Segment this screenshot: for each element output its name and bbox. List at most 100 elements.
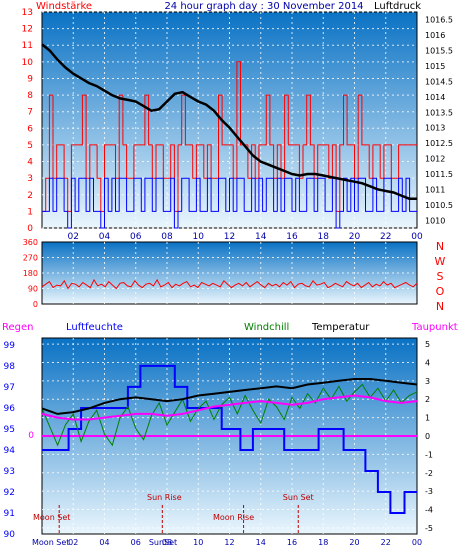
pressure-tick-10: 1015: [425, 62, 445, 71]
time-bottom-tick-20: 20: [349, 538, 359, 547]
wind-direction-axis: 360 270 180 90 0: [23, 238, 38, 309]
windchill-series: [41, 383, 418, 447]
wind-direction-line: [41, 278, 418, 290]
moon-set-label: Moon Set: [33, 513, 70, 522]
compass-label-1: W: [435, 255, 446, 268]
direction-tick-270: 270: [23, 254, 38, 263]
pressure-tick-5: 1012.5: [425, 139, 453, 148]
temperature-tick--1: -1: [425, 450, 433, 459]
pressure-tick-6: 1013: [425, 124, 445, 133]
pressure-tick-4: 1012: [425, 155, 445, 164]
temperature-tick-1: 1: [425, 414, 430, 423]
pressure-axis: 1010 1010.5 1011 1011.5 1012 1012.5 1013 1013.5…: [425, 16, 453, 226]
compass-label-3: O: [436, 285, 445, 298]
pressure-tick-9: 1014.5: [425, 77, 453, 86]
rain-label: Regen: [2, 322, 34, 333]
windchill-label: Windchill: [244, 322, 289, 333]
pressure-tick-2: 1011: [425, 185, 445, 194]
temperature-line: [41, 378, 418, 415]
time-bottom-tick-08: 08: [162, 538, 172, 547]
temperature-label: Temperatur: [311, 322, 370, 333]
wind-speed-tick-0: 0: [27, 224, 33, 234]
wind-speed-tick-13: 13: [22, 8, 33, 18]
pressure-series: [41, 43, 417, 200]
temperature-tick--3: -3: [425, 487, 433, 496]
time-top-tick-08: 08: [161, 232, 173, 242]
time-top-tick-12: 12: [224, 232, 235, 242]
temperature-tick-0: 0: [425, 432, 430, 441]
compass-label-0: N: [436, 240, 444, 253]
dewpoint-label: Taupunkt: [411, 322, 458, 333]
time-bottom-tick-06: 06: [131, 538, 141, 547]
pressure-tick-3: 1011.5: [425, 170, 453, 179]
rain-value: 0: [28, 431, 34, 441]
temperature-tick-5: 5: [425, 340, 430, 349]
direction-tick-180: 180: [23, 269, 38, 278]
moon-set-axis-label: Moon Set: [32, 538, 69, 547]
humidity-tick-99: 99: [4, 341, 16, 351]
humidity-tick-96: 96: [4, 404, 16, 414]
wind-speed-tick-8: 8: [27, 91, 33, 101]
temperature-tick-2: 2: [425, 395, 430, 404]
wind-speed-tick-11: 11: [22, 41, 33, 51]
humidity-tick-98: 98: [4, 362, 16, 372]
humidity-label: Luftfeuchte: [66, 322, 123, 333]
time-top-tick-18: 18: [318, 232, 330, 242]
wind-speed-tick-10: 10: [22, 58, 34, 68]
time-bottom-tick-18: 18: [318, 538, 328, 547]
time-bottom-tick-22: 22: [381, 538, 391, 547]
humidity-line: [42, 364, 417, 514]
humidity-tick-91: 91: [4, 509, 15, 519]
direction-tick-90: 90: [28, 285, 38, 294]
time-bottom-tick-02: 02: [68, 538, 78, 547]
time-top-tick-06: 06: [130, 232, 142, 242]
dewpoint-line: [41, 394, 418, 421]
pressure-label: Luftdruck: [374, 1, 421, 12]
pressure-line: [41, 43, 417, 200]
pressure-tick-7: 1013.5: [425, 108, 453, 117]
wind-direction-grid: [42, 242, 417, 304]
compass-label-2: S: [437, 270, 444, 283]
time-bottom-tick-14: 14: [256, 538, 266, 547]
wind-direction-series: [41, 278, 418, 290]
pressure-tick-1: 1010.5: [425, 201, 453, 210]
wind-gust-line: [42, 61, 417, 212]
wind-speed-tick-9: 9: [27, 74, 33, 84]
sun-set-axis-label: SunSet: [149, 538, 177, 547]
time-bottom-tick-10: 10: [193, 538, 203, 547]
wind-speed-tick-1: 1: [27, 207, 33, 217]
astro-events: Sun Rise Sun Set Moon Rise Moon Set: [33, 493, 314, 534]
temperature-series: [41, 378, 418, 415]
pressure-tick-11: 1015.5: [425, 47, 453, 56]
wind-average-line: [42, 177, 417, 229]
wind-speed-tick-3: 3: [27, 174, 33, 184]
direction-tick-360: 360: [23, 238, 38, 247]
compass-label-4: N: [436, 300, 444, 313]
time-top-tick-02: 02: [68, 232, 79, 242]
wind-speed-tick-2: 2: [27, 191, 33, 201]
wind-speed-tick-12: 12: [22, 25, 33, 35]
temperature-tick--2: -2: [425, 469, 433, 478]
temperature-tick--4: -4: [425, 506, 433, 515]
time-top-tick-14: 14: [255, 232, 267, 242]
time-top-tick-00: 00: [411, 232, 423, 242]
time-bottom-tick-00: 00: [412, 538, 422, 547]
sun-rise-label: Sun Rise: [147, 493, 182, 502]
time-bottom-tick-16: 16: [287, 538, 297, 547]
time-bottom-tick-12: 12: [224, 538, 234, 547]
temperature-tick--5: -5: [425, 524, 433, 533]
humidity-tick-93: 93: [4, 467, 15, 477]
humidity-tick-90: 90: [4, 530, 16, 540]
wind-speed-tick-6: 6: [27, 124, 33, 134]
humidity-tick-92: 92: [4, 488, 15, 498]
wind-average-series: [42, 177, 417, 229]
humidity-tick-94: 94: [4, 446, 16, 456]
